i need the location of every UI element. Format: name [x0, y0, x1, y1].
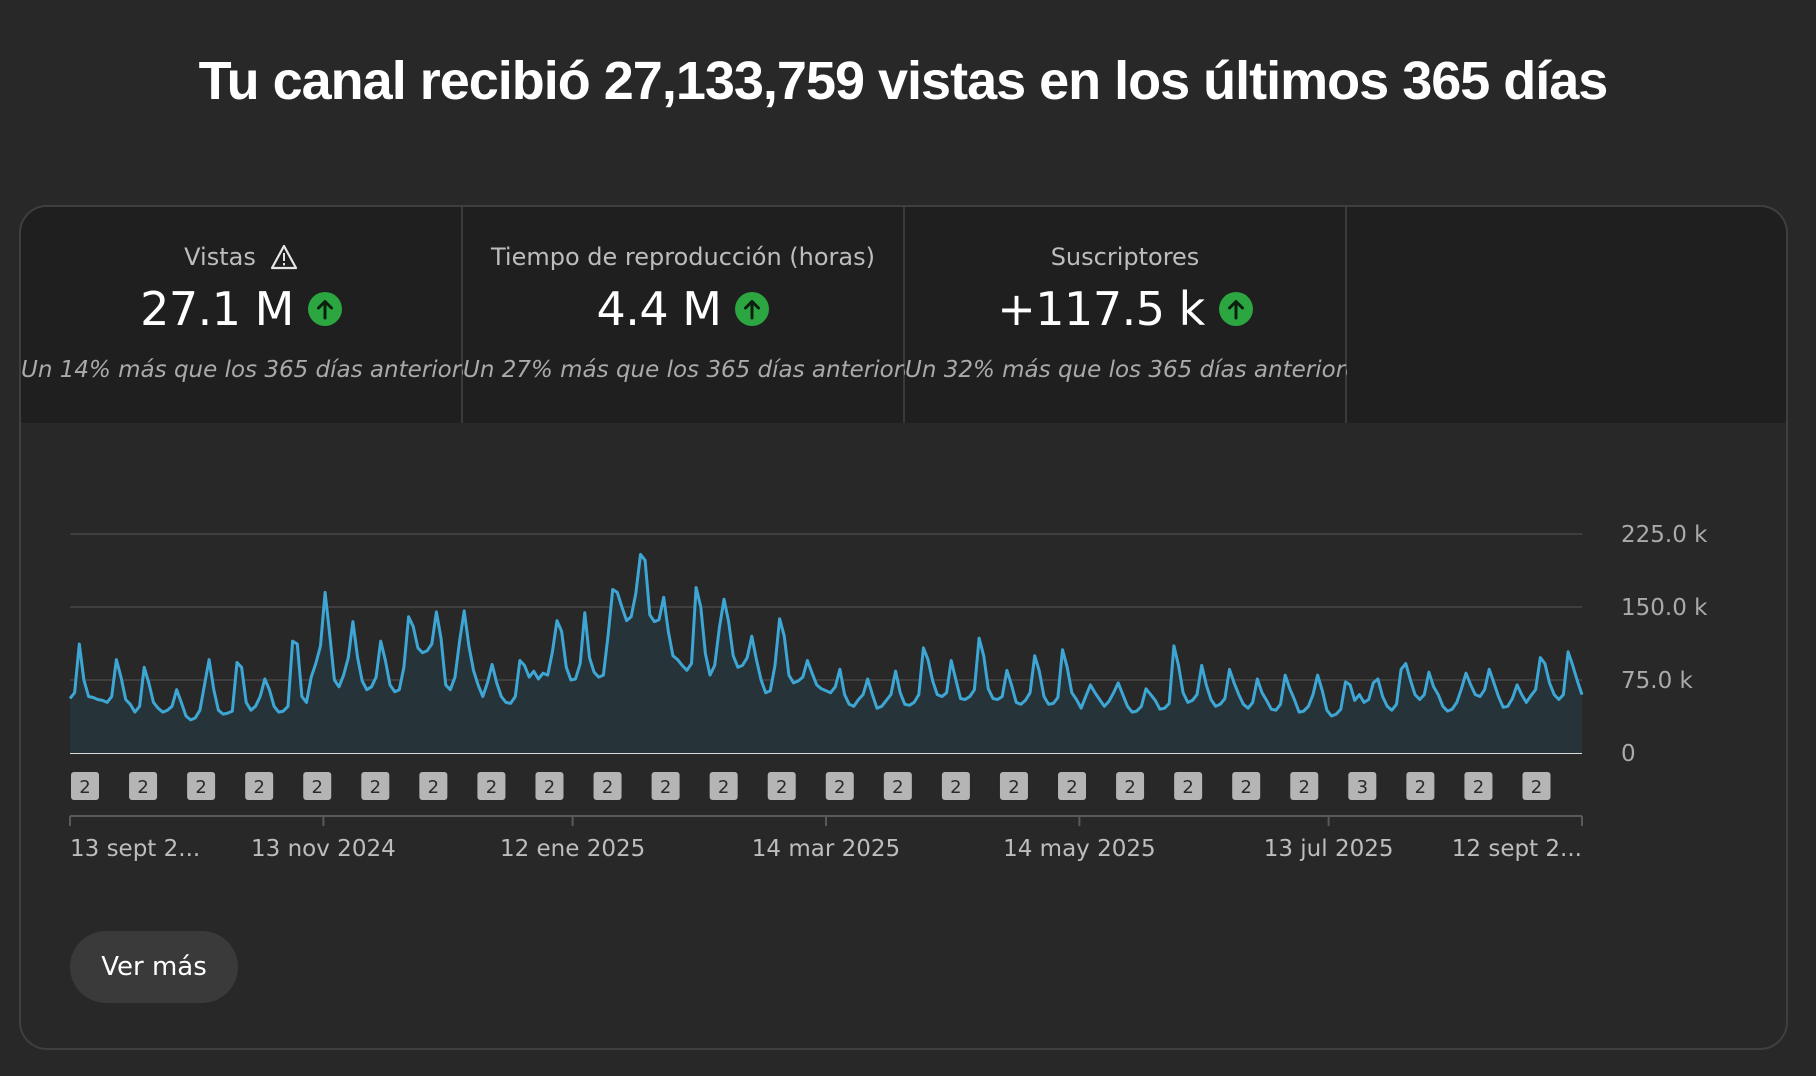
event-marker-count: 2 [428, 777, 439, 798]
event-marker-count: 2 [950, 777, 961, 798]
event-marker[interactable]: 2 [245, 772, 274, 800]
metric-label: Vistas [184, 243, 256, 271]
event-marker[interactable]: 2 [1116, 772, 1145, 800]
y-tick-label: 0 [1621, 741, 1636, 767]
see-more-button[interactable]: Ver más [70, 931, 238, 1003]
event-marker-count: 2 [834, 777, 845, 798]
event-marker-count: 2 [1008, 777, 1019, 798]
x-tick-label: 12 ene 2025 [500, 836, 645, 862]
metric-tab-vistas[interactable]: Vistas 27.1 M Un 14% más que los 365 día… [21, 207, 488, 423]
metric-tab-tiempo-reproduccion[interactable]: Tiempo de reproducción (horas) 4.4 M Un … [463, 207, 930, 423]
event-marker-count: 2 [79, 777, 90, 798]
chart-area [70, 554, 1582, 753]
event-marker[interactable]: 2 [129, 772, 158, 800]
event-marker-count: 2 [137, 777, 148, 798]
x-tick-label: 13 jul 2025 [1264, 836, 1394, 862]
event-marker[interactable]: 2 [593, 772, 622, 800]
event-marker[interactable]: 2 [361, 772, 390, 800]
event-marker-count: 2 [1415, 777, 1426, 798]
event-marker-count: 2 [1473, 777, 1484, 798]
event-marker-count: 2 [486, 777, 497, 798]
event-marker-count: 2 [544, 777, 555, 798]
event-marker[interactable]: 2 [1290, 772, 1319, 800]
event-marker-count: 2 [892, 777, 903, 798]
event-marker-count: 2 [1124, 777, 1135, 798]
event-marker[interactable]: 2 [187, 772, 216, 800]
event-marker[interactable]: 2 [941, 772, 970, 800]
event-marker[interactable]: 2 [825, 772, 854, 800]
x-tick-label: 13 nov 2024 [251, 836, 396, 862]
event-marker-count: 2 [776, 777, 787, 798]
metric-tab-empty [1347, 207, 1786, 423]
event-marker[interactable]: 2 [303, 772, 332, 800]
event-marker[interactable]: 2 [651, 772, 680, 800]
event-marker[interactable]: 2 [709, 772, 738, 800]
event-marker-count: 2 [1299, 777, 1310, 798]
event-marker-count: 2 [1182, 777, 1193, 798]
page-title: Tu canal recibió 27,133,759 vistas en lo… [198, 51, 1609, 111]
event-marker-count: 2 [195, 777, 206, 798]
metric-comparison: Un 14% más que los 365 días anteriores [21, 357, 488, 383]
metric-label: Suscriptores [1050, 243, 1200, 271]
event-marker[interactable]: 3 [1348, 772, 1377, 800]
y-tick-label: 225.0 k [1621, 522, 1708, 548]
metric-value: +117.5 k [997, 282, 1205, 336]
y-tick-label: 75.0 k [1621, 668, 1694, 694]
arrow-up-circle-icon [1218, 292, 1253, 326]
metric-value: 4.4 M [596, 282, 722, 336]
metric-label: Tiempo de reproducción (horas) [491, 243, 875, 271]
chart-line [68, 552, 1584, 722]
event-marker-count: 2 [660, 777, 671, 798]
metric-comparison: Un 27% más que los 365 días anteriores [463, 357, 930, 383]
event-marker[interactable]: 2 [1232, 772, 1261, 800]
event-marker[interactable]: 2 [535, 772, 564, 800]
event-marker[interactable]: 2 [767, 772, 796, 800]
x-tick-label: 14 mar 2025 [752, 836, 900, 862]
event-marker[interactable]: 2 [71, 772, 99, 800]
metric-tabs: Vistas 27.1 M Un 14% más que los 365 día… [21, 207, 1786, 423]
event-marker-count: 2 [1066, 777, 1077, 798]
event-marker-count: 2 [602, 777, 613, 798]
arrow-up-circle-icon [307, 292, 342, 326]
event-marker[interactable]: 2 [883, 772, 912, 800]
event-marker-count: 3 [1357, 777, 1368, 798]
event-marker[interactable]: 2 [1464, 772, 1493, 800]
event-marker[interactable]: 2 [1174, 772, 1203, 800]
event-marker[interactable]: 2 [477, 772, 506, 800]
views-chart[interactable]: 2 2 2 2 2 2 2 2 2 2 2 2 2 2 2 2 2 2 2 2 2 2 3 2 2 2 13 sept 2... 1… [21, 207, 1786, 1048]
x-tick-label: 13 sept 2... [70, 836, 200, 862]
event-marker-count: 2 [253, 777, 264, 798]
event-marker-count: 2 [718, 777, 729, 798]
metric-tab-suscriptores[interactable]: Suscriptores +117.5 k Un 32% más que los… [905, 207, 1372, 423]
metric-value: 27.1 M [140, 282, 294, 336]
event-marker[interactable]: 2 [1058, 772, 1087, 800]
overview-card: Vistas 27.1 M Un 14% más que los 365 día… [19, 205, 1788, 1050]
x-tick-label: 14 may 2025 [1003, 836, 1156, 862]
event-marker-count: 2 [312, 777, 323, 798]
event-marker[interactable]: 2 [1522, 772, 1551, 800]
arrow-up-circle-icon [735, 292, 770, 326]
event-marker-count: 2 [1240, 777, 1251, 798]
event-marker[interactable]: 2 [999, 772, 1028, 800]
x-tick-label: 12 sept 2... [1452, 836, 1582, 862]
y-tick-label: 150.0 k [1621, 595, 1708, 621]
event-marker-count: 2 [370, 777, 381, 798]
event-marker[interactable]: 2 [1406, 772, 1435, 800]
warning-triangle-icon [270, 244, 297, 270]
event-marker[interactable]: 2 [419, 772, 448, 800]
event-marker-count: 2 [1531, 777, 1542, 798]
metric-comparison: Un 32% más que los 365 días anteriores [905, 357, 1372, 383]
